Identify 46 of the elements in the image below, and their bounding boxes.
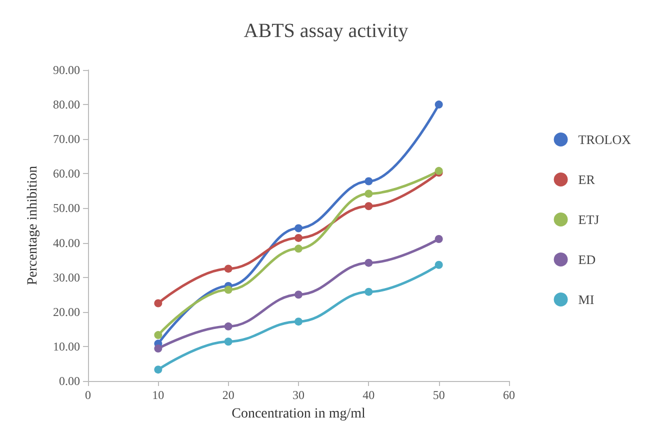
- y-tick-label: 80.00: [53, 98, 80, 112]
- y-tick-label: 30.00: [53, 270, 80, 284]
- y-tick-label: 50.00: [53, 201, 80, 216]
- point: [154, 299, 162, 308]
- y-tick-label: 40.00: [53, 236, 80, 250]
- point: [364, 177, 373, 186]
- point: [154, 331, 162, 340]
- y-tick-label: 0.00: [59, 374, 80, 388]
- y-tick-label: 90.00: [53, 63, 80, 77]
- x-axis-title: Concentration in mg/ml: [232, 406, 366, 422]
- x-tick-label: 10: [152, 388, 164, 402]
- point: [294, 290, 302, 299]
- x-tick-label: 30: [292, 388, 304, 402]
- legend-label: ED: [578, 252, 596, 267]
- point: [154, 366, 162, 374]
- point: [364, 202, 373, 210]
- x-tick-label: 40: [362, 388, 375, 402]
- point: [154, 344, 162, 353]
- legend-label: MI: [578, 292, 594, 307]
- point: [224, 264, 232, 273]
- point: [224, 322, 232, 330]
- point: [434, 100, 443, 109]
- point: [294, 318, 302, 326]
- chart-title: ABTS assay activity: [244, 20, 408, 42]
- legend-label: ETJ: [578, 212, 600, 227]
- point: [294, 244, 302, 253]
- x-tick-label: 0: [85, 388, 91, 402]
- y-axis-title: Percentage inhibition: [26, 166, 40, 286]
- point: [224, 286, 232, 294]
- y-tick-label: 20.00: [53, 304, 80, 319]
- x-tick-label: 50: [432, 388, 445, 402]
- y-tick-label: 10.00: [53, 339, 80, 354]
- legend-label: ER: [578, 172, 596, 187]
- x-tick-label: 20: [222, 388, 234, 402]
- point: [434, 260, 443, 269]
- legend-label: TROLOX: [578, 132, 632, 147]
- point: [364, 258, 373, 267]
- point: [364, 288, 373, 296]
- point: [434, 234, 443, 243]
- point: [294, 234, 302, 242]
- y-tick-label: 70.00: [53, 132, 80, 146]
- point: [364, 190, 373, 198]
- point: [294, 224, 302, 232]
- y-tick-label: 60.00: [53, 166, 80, 181]
- x-tick-label: 60: [503, 388, 515, 402]
- point: [224, 338, 232, 346]
